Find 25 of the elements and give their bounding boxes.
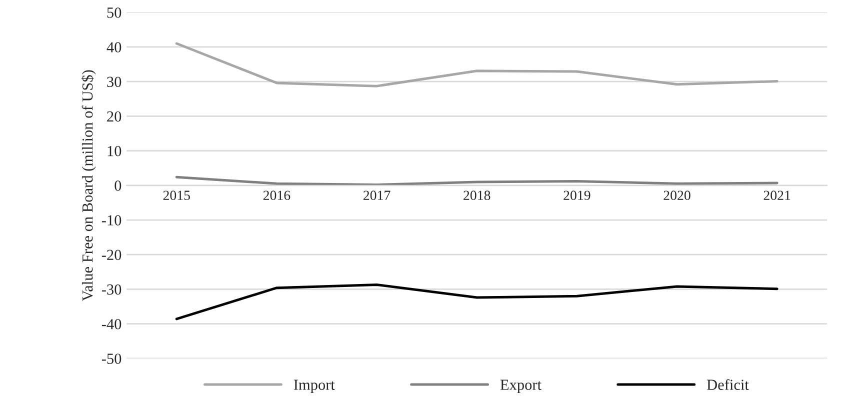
x-tick-label: 2017: [364, 190, 390, 200]
y-tick-label: 10: [108, 146, 122, 156]
y-tick-label: -30: [102, 284, 122, 295]
x-tick-label: 2021: [764, 190, 790, 200]
y-tick-label: -10: [102, 215, 122, 226]
y-tick-label: 50: [107, 8, 122, 18]
legend-label: Import: [294, 380, 335, 394]
legend-label: Export: [500, 380, 542, 394]
y-tick-label: -20: [102, 250, 122, 260]
line-series: [175, 176, 778, 186]
x-tick-label: 2015: [163, 190, 190, 200]
line-series: [175, 283, 778, 320]
x-tick-label: 2016: [263, 190, 290, 200]
x-tick-label: 2020: [664, 190, 690, 200]
x-tick-label: 2018: [464, 190, 490, 200]
y-tick-label: 40: [106, 42, 122, 52]
line-series: [175, 42, 778, 88]
x-tick-label: 2019: [564, 190, 590, 200]
y-tick-label: 20: [107, 111, 122, 122]
y-tick-label: -50: [102, 354, 122, 364]
y-tick-label: 30: [107, 76, 122, 88]
y-tick-label: -40: [102, 318, 122, 330]
y-tick-label: 0: [114, 180, 122, 191]
legend-label: Deficit: [706, 379, 749, 390]
y-axis-title: Value Free on Board (million of US$): [82, 70, 96, 302]
